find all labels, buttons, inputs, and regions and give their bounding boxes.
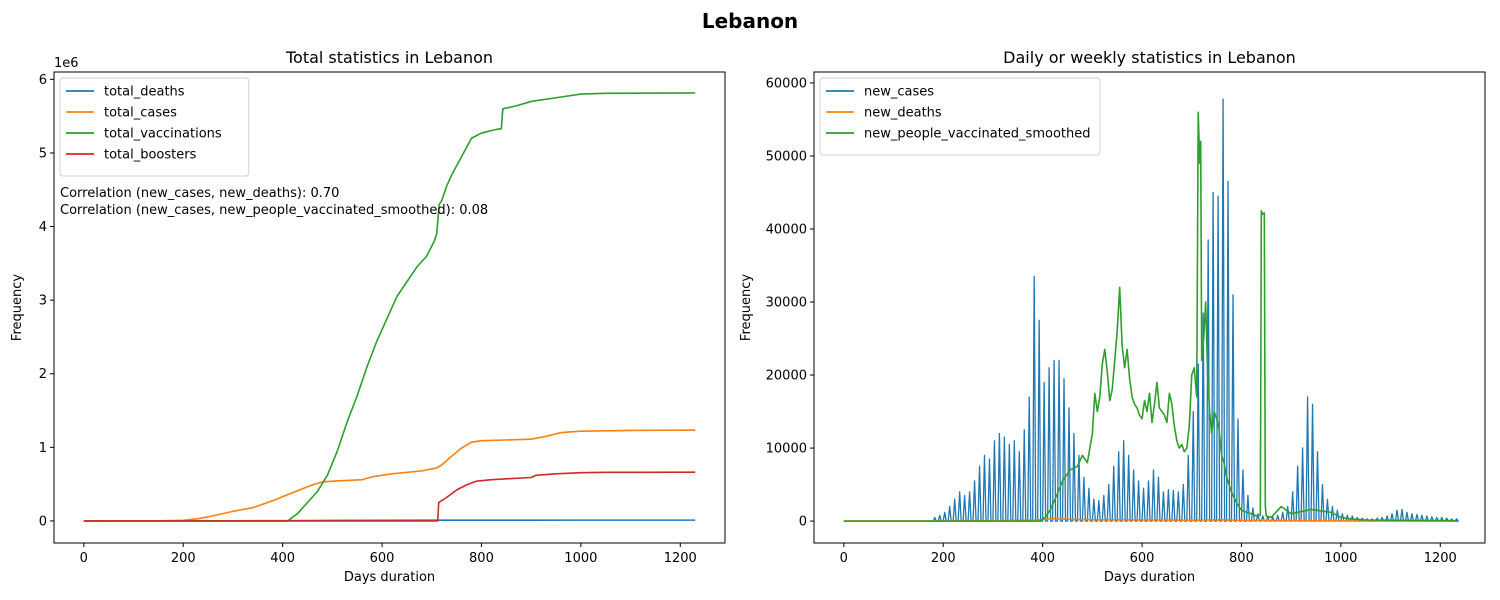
axes-frame [813,71,1486,544]
series-line-new-people-vaccinated-smoothed [843,111,1456,522]
y-tick-label: 30000 [766,296,807,311]
panel-title: Total statistics in Lebanon [285,48,493,67]
legend-box [59,77,250,177]
x-tick-label: 1000 [1324,551,1357,566]
legend: new_cases new_deaths new_people_vaccinated… [819,77,1101,156]
y-tick-label: 2 [39,367,47,382]
y-axis-label: Frequency [739,274,754,341]
axes-frame [53,71,726,544]
panel-title: Daily or weekly statistics in Lebanon [1003,48,1296,67]
legend-label-total-cases: total_cases [104,106,177,121]
legend-label-new-cases: new_cases [864,85,934,100]
x-tick-label: 200 [931,551,956,566]
y-tick-label: 20000 [766,369,807,384]
plot-area [843,98,1459,522]
x-tick-label: 400 [270,551,295,566]
x-tick-label: 0 [80,551,88,566]
y-tick-label: 40000 [766,223,807,238]
y-offset-label: 1e6 [54,56,79,71]
y-tick-label: 4 [39,220,47,235]
y-tick-label: 1 [39,441,47,456]
series-line-total-vaccinations [83,92,696,522]
y-tick-label: 50000 [766,149,807,164]
y-tick-label: 0 [799,515,807,530]
correlation-annotation: Correlation (new_cases, new_deaths): 0.7… [60,186,339,201]
daily-statistics-panel: Daily or weekly statistics in Lebanon 0 20… [739,48,1486,585]
x-tick-label: 600 [370,551,395,566]
x-tick-label: 800 [1229,551,1254,566]
total-statistics-panel: Total statistics in Lebanon 0 200 400 600 800… [10,48,726,585]
x-tick-label: 1200 [664,551,697,566]
x-axis-label: Days duration [344,570,435,585]
y-axis-label: Frequency [10,274,25,341]
x-tick-label: 800 [469,551,494,566]
y-tick-label: 0 [39,514,47,529]
plot-area [83,92,696,522]
legend-label-new-deaths: new_deaths [864,106,942,121]
correlation-annotation: Correlation (new_cases, new_people_vacci… [60,203,488,218]
legend-label-total-boosters: total_boosters [104,148,197,163]
figure-title: Lebanon [702,9,798,33]
series-line-new-cases [843,98,1459,522]
legend-label-total-deaths: total_deaths [104,85,185,100]
y-tick-label: 10000 [766,442,807,457]
y-tick-label: 3 [39,294,47,309]
x-tick-label: 400 [1030,551,1055,566]
y-tick-label: 6 [39,73,47,88]
legend-label-new-people-vaccinated-smoothed: new_people_vaccinated_smoothed [864,127,1090,142]
x-tick-label: 1000 [564,551,597,566]
x-tick-label: 600 [1130,551,1155,566]
x-tick-label: 0 [840,551,848,566]
series-line-total-cases [83,429,696,522]
legend-label-total-vaccinations: total_vaccinations [104,127,222,142]
series-line-total-boosters [83,471,696,522]
y-tick-label: 5 [39,146,47,161]
y-tick-label: 60000 [766,76,807,91]
legend-box [819,77,1101,156]
x-tick-label: 200 [171,551,196,566]
x-axis-label: Days duration [1104,570,1195,585]
x-tick-label: 1200 [1424,551,1457,566]
legend: total_deaths total_cases total_vaccination… [59,77,250,177]
